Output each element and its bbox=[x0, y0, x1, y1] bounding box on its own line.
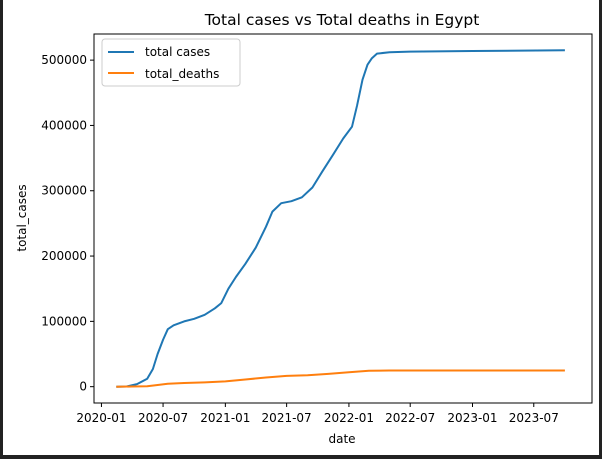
y-axis-label: total_cases bbox=[15, 184, 29, 251]
y-tick-label: 200000 bbox=[41, 249, 87, 263]
series-line-total-cases bbox=[116, 49, 565, 388]
y-tick-label: 0 bbox=[79, 380, 87, 394]
x-tick-label: 2023-01 bbox=[447, 411, 497, 425]
legend-label-total-deaths: total_deaths bbox=[145, 67, 219, 81]
series-line-total-deaths bbox=[116, 369, 565, 388]
x-tick-label: 2020-07 bbox=[138, 411, 188, 425]
y-axis: 0 100000 200000 300000 400000 500000 bbox=[41, 53, 94, 394]
x-tick-label: 2020-01 bbox=[76, 411, 126, 425]
axes-frame bbox=[93, 33, 593, 404]
chart-title: Total cases vs Total deaths in Egypt bbox=[204, 11, 480, 29]
x-axis: 2020-01 2020-07 2021-01 2021-07 2022-01 2022-… bbox=[76, 403, 559, 425]
x-tick-label: 2023-07 bbox=[509, 411, 559, 425]
plot-area bbox=[116, 49, 565, 388]
y-tick-label: 300000 bbox=[41, 184, 87, 198]
x-tick-label: 2021-01 bbox=[200, 411, 250, 425]
legend-label-total-cases: total cases bbox=[145, 45, 210, 59]
y-tick-label: 500000 bbox=[41, 53, 87, 67]
x-tick-label: 2022-07 bbox=[385, 411, 435, 425]
legend-box bbox=[101, 38, 241, 87]
line-chart: Total cases vs Total deaths in Egypt 0 10… bbox=[15, 11, 593, 446]
x-axis-label: date bbox=[328, 432, 355, 446]
x-tick-label: 2021-07 bbox=[262, 411, 312, 425]
x-tick-label: 2022-01 bbox=[324, 411, 374, 425]
legend: total cases total_deaths bbox=[101, 38, 241, 87]
y-tick-label: 400000 bbox=[41, 118, 87, 132]
chart-canvas: Total cases vs Total deaths in Egypt 0 10… bbox=[3, 0, 599, 455]
y-tick-label: 100000 bbox=[41, 314, 87, 328]
